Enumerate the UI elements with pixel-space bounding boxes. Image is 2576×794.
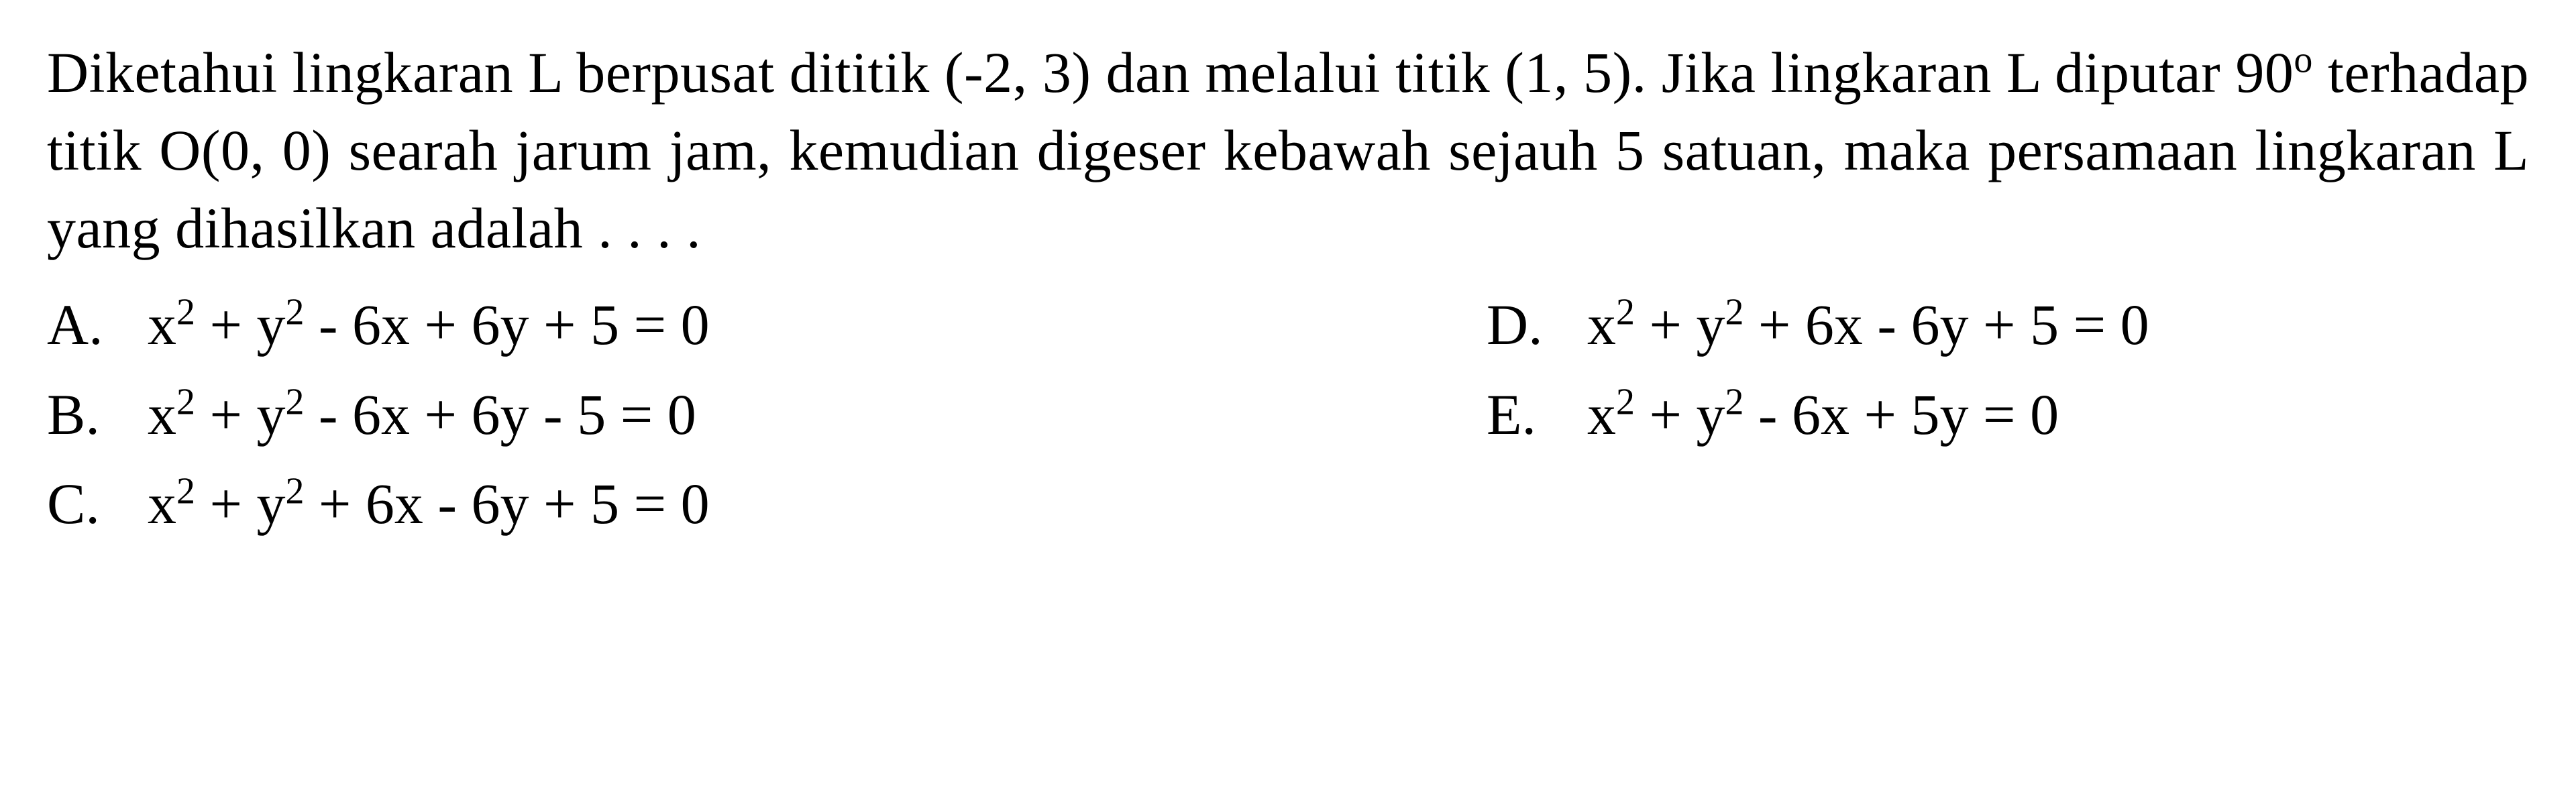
- eq-part: + y: [195, 471, 286, 536]
- eq-part: - 6x + 6y - 5 = 0: [304, 382, 696, 447]
- option-letter: D.: [1487, 280, 1587, 370]
- degree-symbol: o: [2294, 39, 2312, 80]
- eq-part: - 6x + 5y = 0: [1743, 382, 2059, 447]
- eq-sup: 2: [1725, 381, 1743, 422]
- options-left-column: A. x2 + y2 - 6x + 6y + 5 = 0 B. x2 + y2 …: [47, 280, 1487, 549]
- eq-part: + y: [195, 292, 286, 357]
- option-equation: x2 + y2 - 6x + 6y - 5 = 0: [148, 370, 696, 459]
- eq-sup: 2: [176, 470, 195, 512]
- option-e: E. x2 + y2 - 6x + 5y = 0: [1487, 370, 2529, 459]
- options-container: A. x2 + y2 - 6x + 6y + 5 = 0 B. x2 + y2 …: [47, 280, 2529, 549]
- option-d: D. x2 + y2 + 6x - 6y + 5 = 0: [1487, 280, 2529, 370]
- eq-sup: 2: [285, 470, 304, 512]
- eq-part: - 6x + 6y + 5 = 0: [304, 292, 709, 357]
- option-c: C. x2 + y2 + 6x - 6y + 5 = 0: [47, 459, 1487, 549]
- eq-part: x: [1587, 382, 1616, 447]
- eq-part: + y: [195, 382, 286, 447]
- eq-part: + 6x - 6y + 5 = 0: [1743, 292, 2149, 357]
- option-a: A. x2 + y2 - 6x + 6y + 5 = 0: [47, 280, 1487, 370]
- option-letter: A.: [47, 280, 148, 370]
- eq-sup: 2: [176, 381, 195, 422]
- question-body: Diketahui lingkaran L berpusat dititik (…: [47, 34, 2529, 267]
- question-text-part1: Diketahui lingkaran L berpusat dititik (…: [47, 40, 2294, 105]
- eq-part: x: [148, 382, 176, 447]
- eq-sup: 2: [285, 292, 304, 333]
- option-equation: x2 + y2 - 6x + 5y = 0: [1587, 370, 2059, 459]
- eq-sup: 2: [285, 381, 304, 422]
- option-equation: x2 + y2 + 6x - 6y + 5 = 0: [148, 459, 710, 549]
- eq-sup: 2: [1616, 292, 1635, 333]
- option-letter: B.: [47, 370, 148, 459]
- option-b: B. x2 + y2 - 6x + 6y - 5 = 0: [47, 370, 1487, 459]
- eq-sup: 2: [1725, 292, 1743, 333]
- eq-sup: 2: [176, 292, 195, 333]
- option-letter: C.: [47, 459, 148, 549]
- eq-part: x: [1587, 292, 1616, 357]
- options-right-column: D. x2 + y2 + 6x - 6y + 5 = 0 E. x2 + y2 …: [1487, 280, 2529, 549]
- eq-sup: 2: [1616, 381, 1635, 422]
- option-equation: x2 + y2 - 6x + 6y + 5 = 0: [148, 280, 710, 370]
- eq-part: + 6x - 6y + 5 = 0: [304, 471, 709, 536]
- option-equation: x2 + y2 + 6x - 6y + 5 = 0: [1587, 280, 2149, 370]
- option-letter: E.: [1487, 370, 1587, 459]
- eq-part: + y: [1635, 292, 1725, 357]
- eq-part: + y: [1635, 382, 1725, 447]
- eq-part: x: [148, 292, 176, 357]
- eq-part: x: [148, 471, 176, 536]
